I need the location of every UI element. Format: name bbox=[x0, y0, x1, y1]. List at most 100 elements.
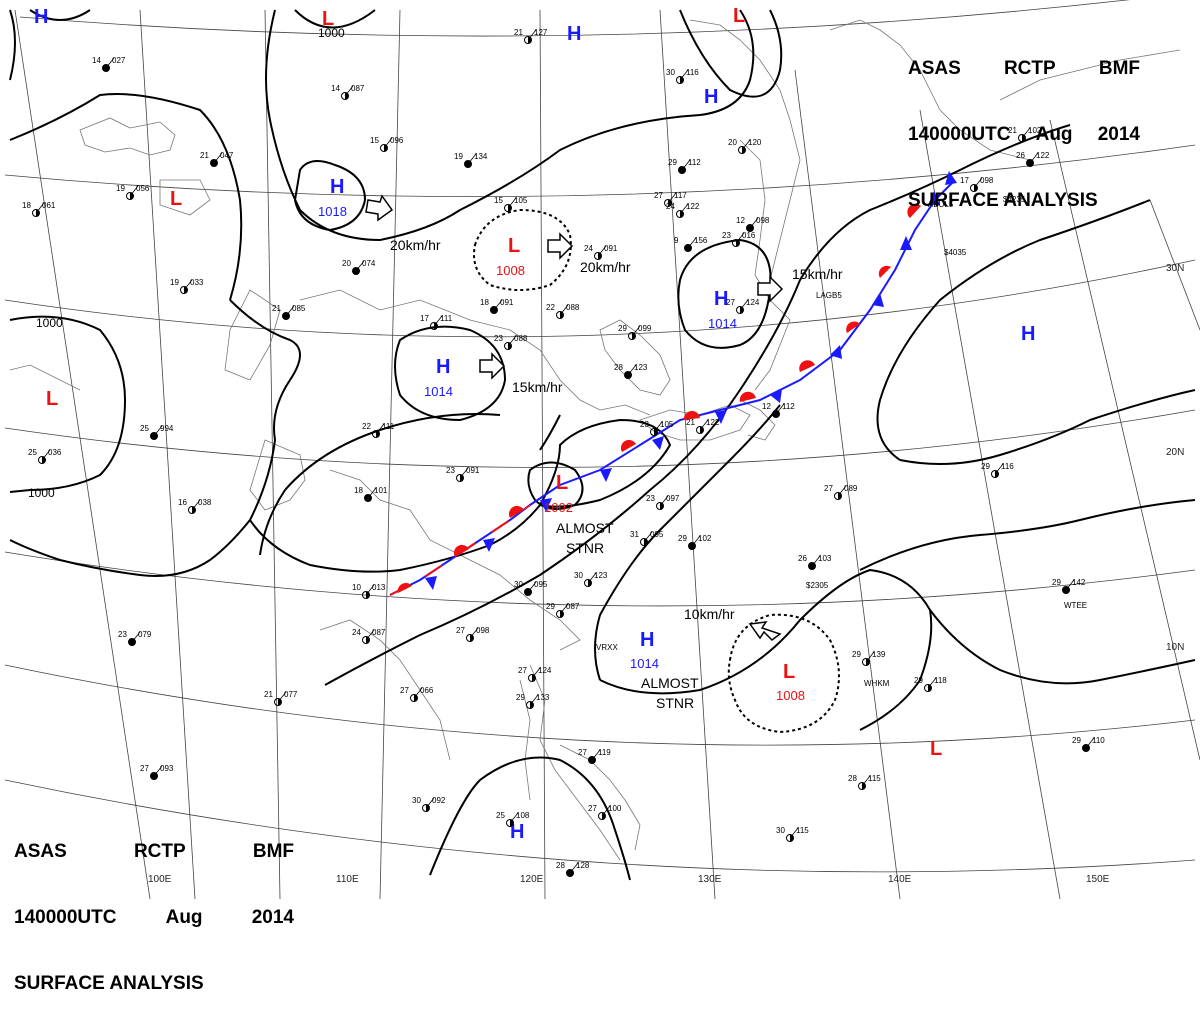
station-plots: 14 027 14 087 15 096 21 047 19 056 18 061 20 074 15 105… bbox=[22, 28, 1105, 877]
wind-barb bbox=[413, 687, 423, 699]
wind-barb bbox=[739, 299, 749, 311]
station-plot: 30 095 bbox=[514, 580, 548, 596]
cloud-cover-fill bbox=[862, 782, 866, 790]
station-plot: 26 103 bbox=[798, 554, 832, 570]
cloud-cover-fill bbox=[628, 371, 632, 379]
station-temperature: 29 bbox=[1052, 578, 1061, 587]
wind-barb bbox=[1065, 579, 1075, 591]
cloud-cover-fill bbox=[740, 306, 744, 314]
station-pressure: 115 bbox=[868, 774, 881, 783]
cloud-cover-fill bbox=[660, 502, 664, 510]
station-temperature: 28 bbox=[556, 861, 565, 870]
station-pressure: 133 bbox=[536, 693, 550, 702]
station-plot: 30 115 bbox=[776, 826, 809, 842]
station-temperature: 23 bbox=[494, 334, 503, 343]
low-center-l: L bbox=[783, 661, 795, 683]
cloud-cover-fill bbox=[838, 492, 842, 500]
station-temperature: 24 bbox=[666, 202, 675, 211]
station-plot: 30 092 bbox=[412, 796, 446, 812]
notes: ALMOST STNR ALMOST STNR bbox=[556, 520, 699, 711]
header-center: ASAS bbox=[908, 58, 961, 79]
cloud-cover-fill bbox=[508, 204, 512, 212]
station-plot: 9 156 bbox=[674, 236, 708, 252]
station-pressure: 142 bbox=[1072, 578, 1086, 587]
cloud-cover-fill bbox=[192, 506, 196, 514]
station-temperature: 25 bbox=[28, 448, 37, 457]
movement-label: 15km/hr bbox=[512, 379, 563, 395]
station-pressure: 091 bbox=[604, 244, 618, 253]
lat-label: 30N bbox=[1166, 263, 1184, 274]
cloud-cover-fill bbox=[286, 312, 290, 320]
wind-barb bbox=[659, 495, 669, 507]
station-plot: 26 122 bbox=[1016, 151, 1050, 167]
wind-barb bbox=[994, 463, 1004, 475]
movement-labels: 20km/hr 20km/hr 15km/hr 15km/hr 10km/hr bbox=[390, 237, 843, 622]
station-temperature: 23 bbox=[646, 494, 655, 503]
cloud-cover-fill bbox=[508, 342, 512, 350]
station-pressure: 013 bbox=[372, 583, 386, 592]
station-temperature: 21 bbox=[272, 304, 281, 313]
station-pressure: 092 bbox=[432, 796, 446, 805]
movement-label: 15km/hr bbox=[792, 266, 843, 282]
cloud-cover-fill bbox=[928, 684, 932, 692]
station-temperature: 21 bbox=[514, 28, 523, 37]
station-pressure: 122 bbox=[1036, 151, 1050, 160]
station-code: WHKM bbox=[864, 679, 890, 688]
wind-barb bbox=[469, 627, 479, 639]
station-codes: ABUL5 LAGB5 $4035 $4235 $2305 WTEE WHKM … bbox=[596, 195, 1087, 688]
wind-barb bbox=[365, 584, 375, 596]
wind-barb bbox=[837, 485, 847, 497]
wind-barb bbox=[653, 421, 663, 433]
pressure-value: 1008 bbox=[776, 688, 805, 703]
wind-barb bbox=[569, 862, 579, 874]
station-pressure: 122 bbox=[686, 202, 700, 211]
station-pressure: 117 bbox=[674, 191, 687, 200]
station-temperature: 27 bbox=[824, 484, 833, 493]
station-plot: 27 089 bbox=[824, 484, 858, 500]
station-plot: 27 066 bbox=[400, 686, 434, 702]
wind-barb bbox=[811, 555, 821, 567]
station-pressure: 036 bbox=[48, 448, 62, 457]
header-agency: RCTP bbox=[1003, 58, 1056, 79]
station-temperature: 21 bbox=[200, 151, 209, 160]
station-pressure: 118 bbox=[934, 676, 947, 685]
station-plot: 27 124 bbox=[726, 298, 760, 314]
wind-barb bbox=[153, 425, 163, 437]
high-center-h: H bbox=[510, 821, 524, 843]
lon-label: 100E bbox=[148, 874, 172, 885]
station-plot: 30 123 bbox=[574, 571, 608, 587]
station-pressure: 093 bbox=[160, 764, 174, 773]
station-temperature: 27 bbox=[456, 626, 465, 635]
wind-barb bbox=[861, 775, 871, 787]
station-pressure: 127 bbox=[534, 28, 548, 37]
isobar-label: 1000 bbox=[28, 486, 55, 500]
grid-labels: 30N 20N 10N 100E 110E 120E 130E 140E 150… bbox=[148, 263, 1184, 885]
station-temperature: 15 bbox=[494, 196, 503, 205]
station-temperature: 21 bbox=[1008, 126, 1017, 135]
cloud-cover-fill bbox=[560, 610, 564, 618]
cloud-cover-fill bbox=[530, 701, 534, 709]
station-temperature: 27 bbox=[578, 748, 587, 757]
station-pressure: 100 bbox=[608, 804, 622, 813]
station-pressure: 096 bbox=[390, 136, 404, 145]
station-plot: 14 087 bbox=[331, 84, 365, 100]
station-pressure: 108 bbox=[516, 811, 530, 820]
station-pressure: 124 bbox=[538, 666, 552, 675]
cloud-cover-fill bbox=[532, 674, 536, 682]
station-pressure: 091 bbox=[466, 466, 480, 475]
wind-barb bbox=[344, 85, 354, 97]
lon-label: 130E bbox=[698, 874, 722, 885]
cloud-cover-fill bbox=[570, 869, 574, 877]
station-pressure: 038 bbox=[198, 498, 212, 507]
station-pressure: 066 bbox=[420, 686, 434, 695]
station-plot: 24 122 bbox=[666, 202, 700, 218]
cloud-cover-fill bbox=[214, 159, 218, 167]
note-label: ALMOST bbox=[641, 675, 699, 691]
station-temperature: 18 bbox=[354, 486, 363, 495]
wind-barb bbox=[741, 139, 751, 151]
wind-barb bbox=[507, 197, 517, 209]
wind-barb bbox=[527, 581, 537, 593]
station-pressure: 091 bbox=[500, 298, 514, 307]
cloud-cover-fill bbox=[368, 494, 372, 502]
station-pressure: 134 bbox=[474, 152, 488, 161]
